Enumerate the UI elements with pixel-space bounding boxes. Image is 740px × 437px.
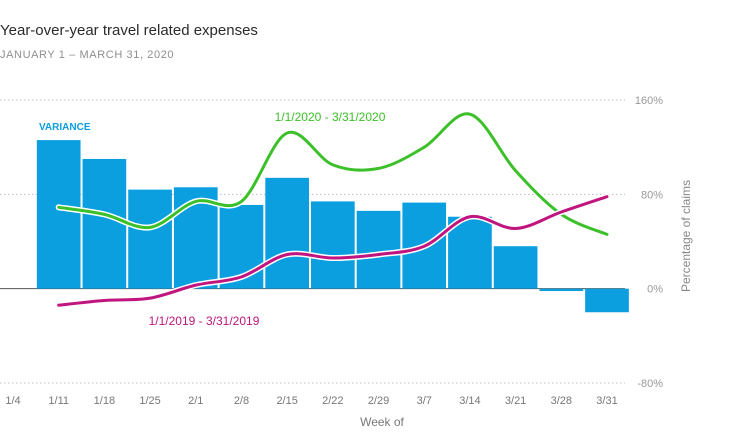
variance-bar bbox=[539, 288, 584, 292]
series-label-2019: 1/1/2019 - 3/31/2019 bbox=[149, 314, 260, 328]
x-tick-label: 3/28 bbox=[551, 395, 572, 407]
x-tick-label: 3/7 bbox=[417, 395, 432, 407]
variance-bar bbox=[82, 158, 127, 289]
chart-title: Year-over-year travel related expenses bbox=[0, 22, 258, 39]
variance-bar bbox=[265, 177, 309, 289]
variance-bar bbox=[311, 201, 355, 289]
x-tick-label: 3/14 bbox=[459, 395, 480, 407]
variance-bar bbox=[585, 288, 629, 313]
variance-label: VARIANCE bbox=[39, 122, 91, 133]
y-axis-title: Percentage of claims bbox=[679, 180, 693, 292]
y-tick-label: -80% bbox=[637, 378, 663, 390]
series-line-2020 bbox=[57, 112, 609, 236]
bar-layer bbox=[36, 140, 629, 313]
x-axis-title: Week of bbox=[360, 415, 404, 429]
x-tick-label: 2/8 bbox=[234, 395, 249, 407]
y-tick-label: 160% bbox=[635, 95, 663, 107]
x-tick-label: 3/31 bbox=[596, 395, 617, 407]
variance-bar bbox=[128, 189, 172, 289]
y-tick-label: 0% bbox=[647, 284, 663, 296]
x-tick-label: 2/22 bbox=[322, 395, 343, 407]
x-tick-label: 3/21 bbox=[505, 395, 526, 407]
line-layer bbox=[55, 110, 610, 309]
label-layer: 160% 80% 0% -80% VARIANCE 1/1/2020 - 3/31/202… bbox=[5, 95, 693, 429]
chart-subtitle: JANUARY 1 – MARCH 31, 2020 bbox=[0, 49, 175, 61]
series-label-2020: 1/1/2020 - 3/31/2020 bbox=[275, 110, 386, 124]
x-tick-label: 2/1 bbox=[188, 395, 203, 407]
x-tick-label: 2/15 bbox=[276, 395, 297, 407]
y-tick-label: 80% bbox=[641, 189, 663, 201]
variance-bar bbox=[356, 210, 401, 289]
variance-bar bbox=[493, 246, 538, 289]
x-tick-label: 1/25 bbox=[139, 395, 160, 407]
x-tick-label: 1/18 bbox=[94, 395, 115, 407]
x-tick-label: 1/4 bbox=[5, 395, 20, 407]
variance-bar bbox=[36, 140, 81, 289]
variance-bar bbox=[448, 216, 492, 289]
x-tick-label: 1/11 bbox=[48, 395, 69, 407]
series-line-2019 bbox=[57, 195, 609, 307]
x-tick-label: 2/29 bbox=[368, 395, 389, 407]
